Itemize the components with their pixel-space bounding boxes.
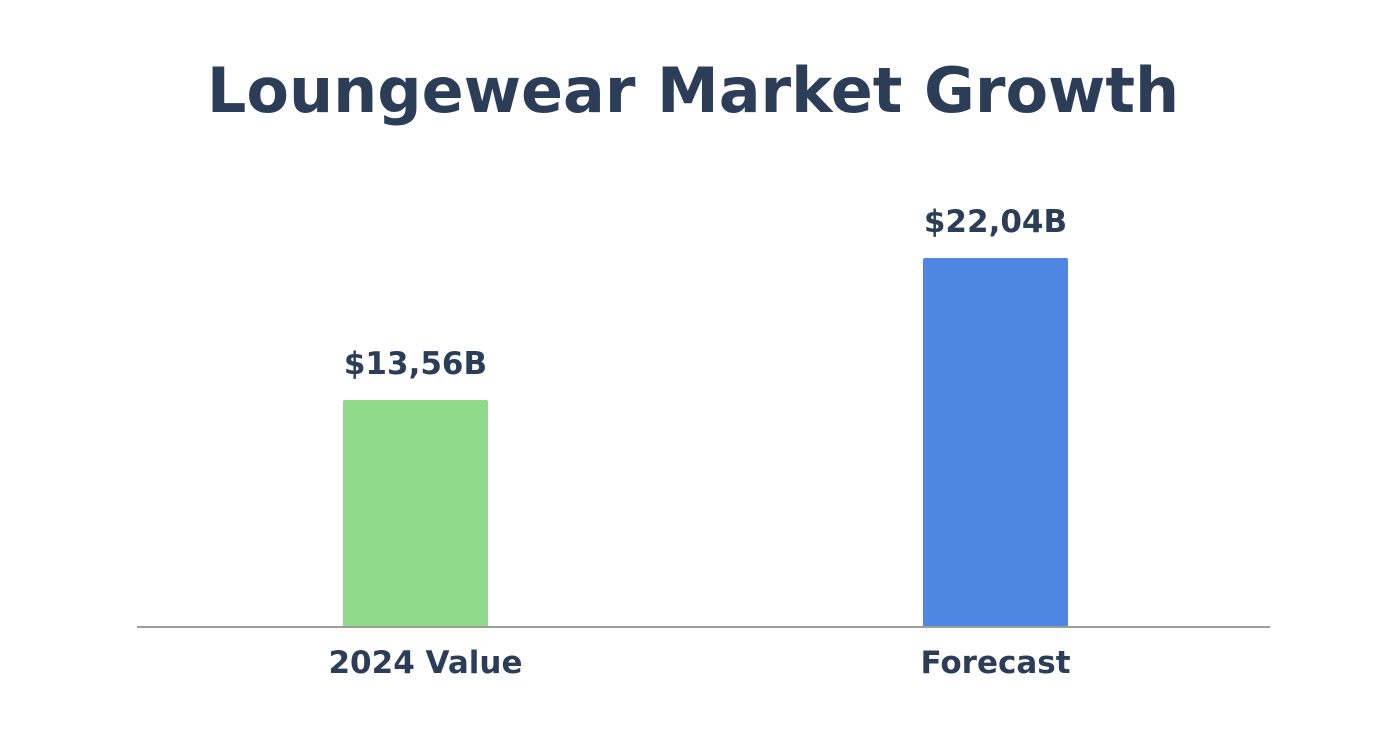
labels-layer: $13,56B 2024 Value $22,04B Forecast <box>328 204 1070 681</box>
bar-2 <box>923 258 1068 627</box>
value-label-1: $13,56B <box>344 346 487 382</box>
value-label-2: $22,04B <box>924 204 1067 240</box>
chart-title: Loungewear Market Growth <box>207 54 1179 127</box>
bars-layer <box>343 258 1068 627</box>
category-label-1: 2024 Value <box>328 645 522 681</box>
category-label-2: Forecast <box>920 645 1070 681</box>
bar-1 <box>343 399 488 627</box>
